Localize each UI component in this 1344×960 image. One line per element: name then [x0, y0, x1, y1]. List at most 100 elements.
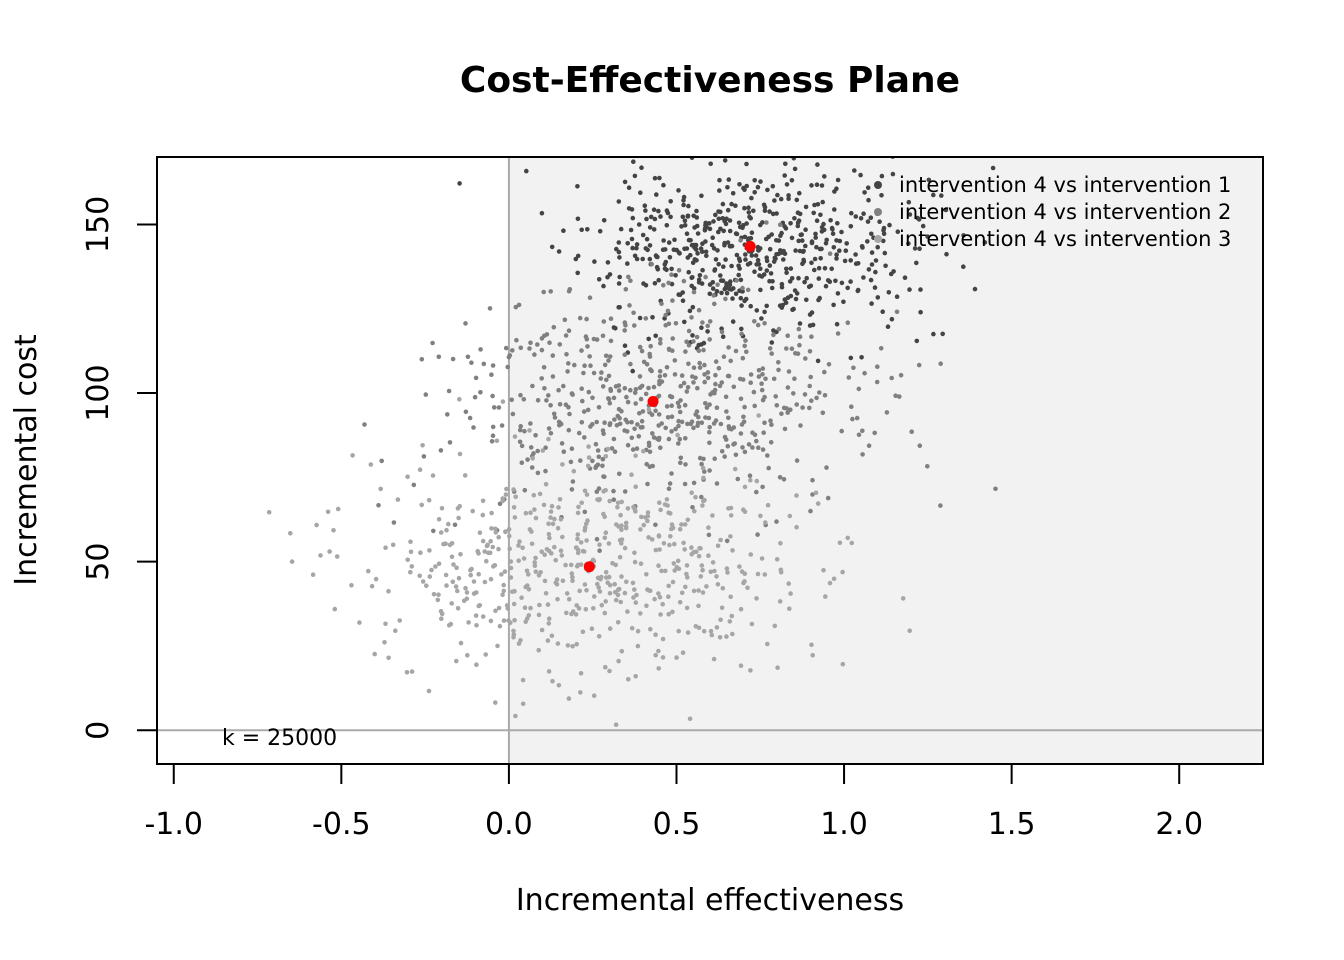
- scatter-point-series-3: [516, 558, 521, 563]
- scatter-point-series-1: [779, 281, 785, 287]
- scatter-point-series-1: [868, 215, 874, 220]
- scatter-point-series-2: [695, 423, 700, 429]
- scatter-point-series-3: [569, 571, 575, 576]
- scatter-point-series-2: [742, 343, 747, 349]
- scatter-point-series-3: [435, 597, 441, 603]
- scatter-point-series-2: [586, 389, 592, 395]
- scatter-point-series-1: [759, 316, 764, 321]
- scatter-point-series-3: [607, 591, 613, 596]
- scatter-point-series-3: [720, 586, 726, 591]
- scatter-point-series-1: [873, 258, 879, 263]
- scatter-point-series-1: [873, 269, 878, 275]
- scatter-point-series-3: [536, 612, 542, 618]
- scatter-point-series-1: [762, 309, 767, 315]
- scatter-point-series-1: [890, 171, 896, 177]
- scatter-point-series-1: [823, 241, 829, 246]
- scatter-point-series-2: [436, 354, 442, 360]
- scatter-point-series-2: [606, 397, 612, 402]
- scatter-point-series-3: [616, 658, 621, 664]
- scatter-point-series-1: [797, 321, 803, 326]
- scatter-point-series-3: [436, 517, 442, 522]
- scatter-point-series-1: [727, 218, 733, 223]
- scatter-point-series-1: [917, 246, 922, 251]
- scatter-point-series-3: [607, 498, 612, 504]
- scatter-point-series-3: [653, 652, 658, 658]
- scatter-point-series-2: [608, 338, 614, 344]
- scatter-point-series-1: [803, 243, 808, 249]
- scatter-point-series-2: [686, 361, 691, 367]
- scatter-point-series-3: [454, 658, 459, 664]
- scatter-point-series-1: [742, 234, 748, 240]
- scatter-point-series-2: [765, 453, 770, 458]
- scatter-point-series-1: [651, 227, 657, 232]
- scatter-point-series-1: [656, 277, 661, 283]
- scatter-point-series-3: [424, 583, 429, 588]
- scatter-point-series-3: [845, 535, 850, 541]
- scatter-point-series-3: [350, 453, 355, 458]
- scatter-point-series-2: [637, 374, 643, 379]
- scatter-point-series-2: [602, 474, 607, 480]
- scatter-point-series-1: [690, 260, 696, 266]
- scatter-point-series-2: [580, 398, 585, 404]
- scatter-point-series-1: [682, 319, 687, 325]
- scatter-point-series-2: [850, 416, 855, 422]
- scatter-point-series-1: [779, 230, 784, 236]
- scatter-point-series-2: [713, 372, 718, 378]
- scatter-point-series-3: [564, 610, 569, 616]
- scatter-point-series-3: [565, 643, 571, 648]
- scatter-point-series-1: [829, 225, 835, 231]
- scatter-point-series-2: [490, 363, 496, 368]
- scatter-point-series-1: [739, 303, 744, 308]
- scatter-point-series-3: [787, 606, 792, 611]
- scatter-point-series-3: [709, 632, 715, 638]
- scatter-point-series-3: [512, 515, 518, 520]
- scatter-point-series-1: [457, 181, 462, 186]
- scatter-point-series-3: [500, 592, 505, 598]
- scatter-point-series-1: [859, 244, 865, 249]
- x-tick-label: 1.5: [988, 807, 1036, 842]
- scatter-point-series-1: [688, 238, 693, 243]
- scatter-point-series-2: [826, 362, 832, 367]
- scatter-point-series-3: [619, 574, 624, 579]
- scatter-point-series-2: [648, 367, 653, 373]
- scatter-point-series-3: [765, 502, 771, 508]
- scatter-point-series-2: [535, 470, 541, 476]
- legend-label-series-2: intervention 4 vs intervention 2: [899, 200, 1231, 224]
- scatter-point-series-3: [589, 626, 595, 631]
- scatter-point-series-3: [728, 513, 734, 518]
- scatter-point-series-2: [684, 389, 690, 394]
- scatter-point-series-1: [866, 197, 871, 203]
- scatter-point-series-2: [627, 303, 632, 308]
- scatter-point-series-1: [906, 241, 911, 246]
- scatter-point-series-1: [730, 296, 735, 301]
- scatter-point-series-1: [613, 326, 618, 331]
- scatter-point-series-3: [679, 590, 685, 596]
- scatter-point-series-2: [423, 392, 429, 397]
- scatter-point-series-1: [776, 238, 782, 243]
- scatter-point-series-3: [669, 522, 675, 527]
- scatter-point-series-3: [266, 510, 272, 515]
- scatter-point-series-3: [449, 601, 455, 606]
- scatter-point-series-3: [501, 582, 507, 588]
- scatter-point-series-1: [843, 248, 849, 253]
- scatter-point-series-2: [528, 421, 533, 426]
- scatter-point-series-2: [505, 364, 511, 370]
- scatter-point-series-2: [472, 394, 478, 400]
- scatter-point-series-1: [819, 246, 824, 252]
- scatter-point-series-2: [587, 295, 593, 301]
- scatter-point-series-3: [718, 537, 723, 543]
- scatter-point-series-3: [550, 521, 556, 527]
- scatter-point-series-1: [751, 208, 756, 214]
- scatter-point-series-2: [714, 405, 720, 411]
- scatter-point-series-2: [582, 435, 587, 440]
- scatter-point-series-2: [447, 440, 453, 445]
- scatter-point-series-3: [570, 644, 575, 649]
- scatter-point-series-2: [860, 452, 865, 457]
- scatter-point-series-2: [760, 366, 766, 371]
- scatter-point-series-2: [582, 363, 587, 369]
- scatter-point-series-2: [820, 410, 826, 416]
- scatter-point-series-2: [740, 285, 745, 291]
- scatter-point-series-1: [814, 244, 819, 250]
- scatter-point-series-3: [684, 563, 690, 568]
- scatter-point-series-2: [825, 495, 831, 501]
